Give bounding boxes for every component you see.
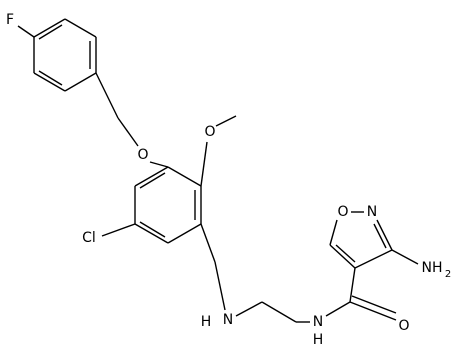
atom-label: O xyxy=(137,147,148,163)
atom-label: N xyxy=(367,204,377,220)
atom-label: N xyxy=(223,312,233,328)
atom-label: F xyxy=(6,12,14,28)
atom-label: O xyxy=(337,204,348,220)
atom-label: Cl xyxy=(82,230,96,246)
atom-label: O xyxy=(204,124,215,140)
atom-label: H xyxy=(313,332,324,348)
atom-label: N xyxy=(313,314,323,330)
atom-label: O xyxy=(398,318,409,334)
atom-label: NH xyxy=(422,260,443,276)
atom-label: H xyxy=(201,314,212,330)
atom-subscript: 2 xyxy=(445,269,451,280)
bonds xyxy=(17,18,419,323)
